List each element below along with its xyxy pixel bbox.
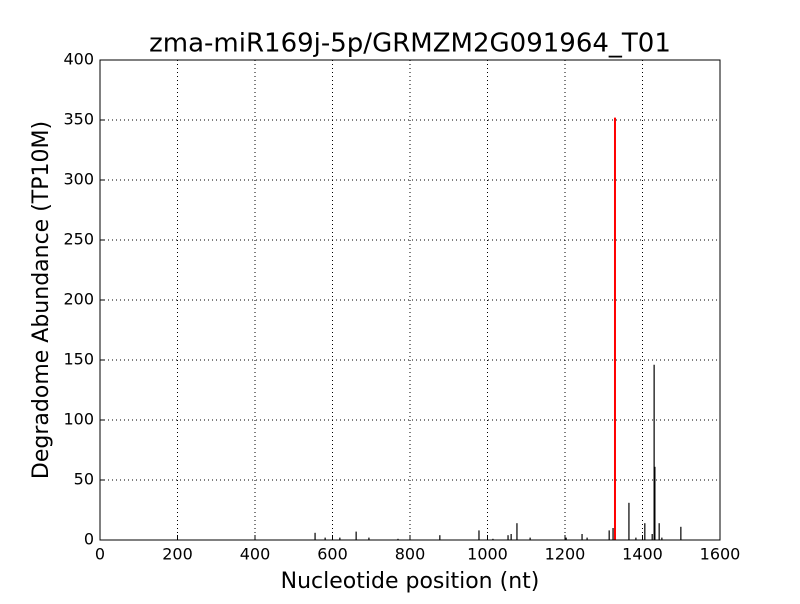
y-axis-label: Degradome Abundance (TP10M) <box>29 121 54 479</box>
x-axis-label: Nucleotide position (nt) <box>281 569 540 594</box>
y-tick-label: 50 <box>74 470 94 489</box>
x-tick-label: 200 <box>162 545 193 564</box>
x-tick-label: 400 <box>240 545 271 564</box>
plot-frame <box>99 59 721 541</box>
y-tick-label: 150 <box>63 350 94 369</box>
y-tick-label: 100 <box>63 410 94 429</box>
x-tick-label: 1000 <box>467 545 508 564</box>
x-tick-label: 0 <box>95 545 105 564</box>
x-tick-label: 1200 <box>545 545 586 564</box>
y-tick-label: 400 <box>63 50 94 69</box>
x-tick-label: 1600 <box>700 545 741 564</box>
y-tick-label: 200 <box>63 290 94 309</box>
x-tick-label: 1400 <box>622 545 663 564</box>
x-tick-label: 600 <box>317 545 348 564</box>
y-tick-label: 0 <box>84 530 94 549</box>
y-tick-label: 300 <box>63 170 94 189</box>
y-tick-label: 250 <box>63 230 94 249</box>
chart-title: zma-miR169j-5p/GRMZM2G091964_T01 <box>149 29 671 59</box>
x-tick-label: 800 <box>395 545 426 564</box>
y-tick-label: 350 <box>63 110 94 129</box>
